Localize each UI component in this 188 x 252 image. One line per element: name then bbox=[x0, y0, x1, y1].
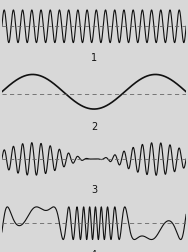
Text: 4: 4 bbox=[91, 249, 97, 252]
Text: 1: 1 bbox=[91, 53, 97, 62]
Text: 3: 3 bbox=[91, 185, 97, 195]
Text: 2: 2 bbox=[91, 121, 97, 132]
